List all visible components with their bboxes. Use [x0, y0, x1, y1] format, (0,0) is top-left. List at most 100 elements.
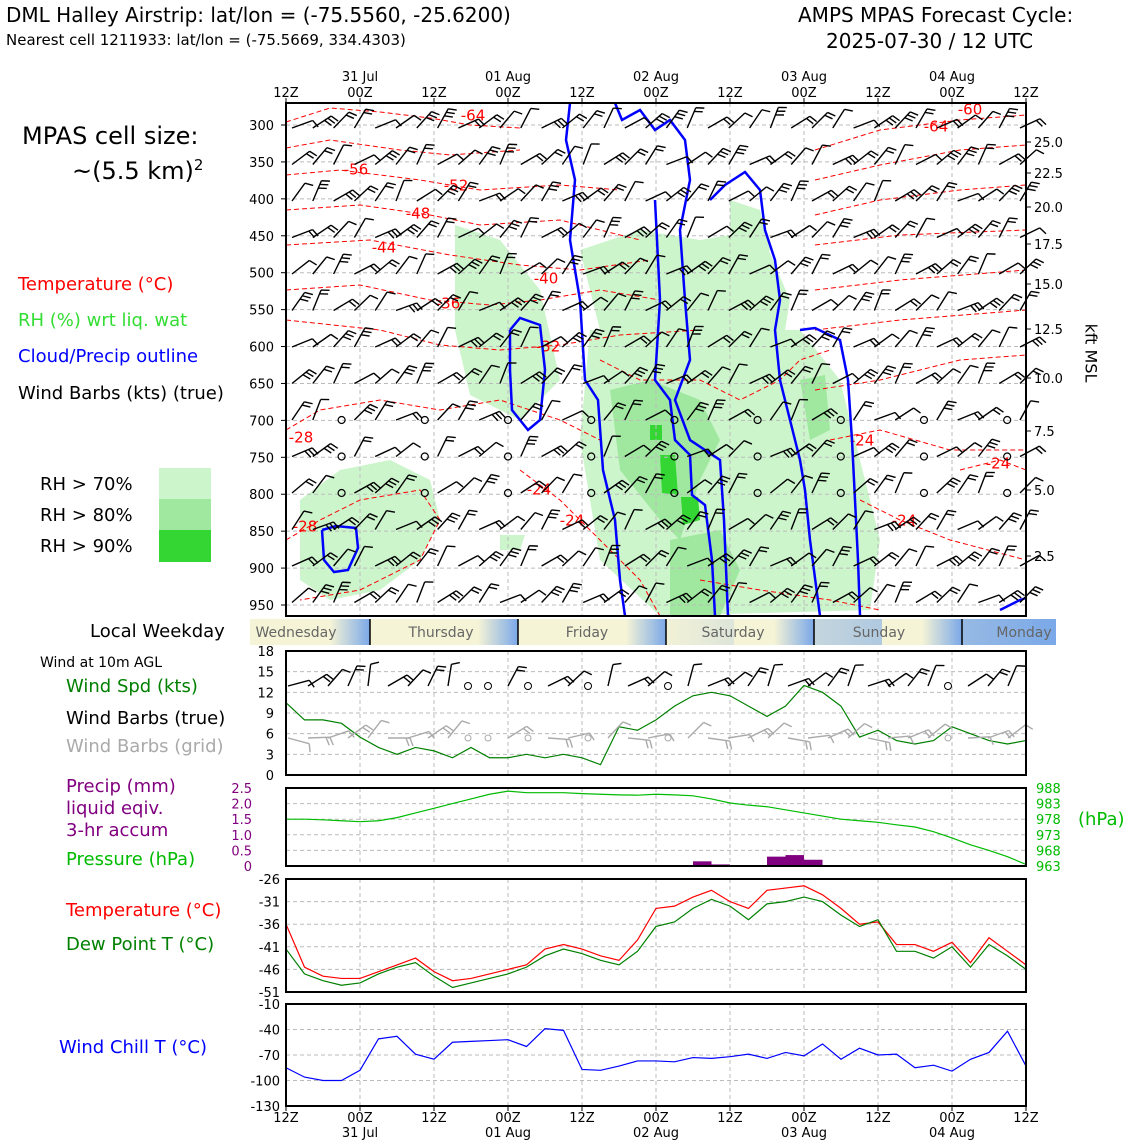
pressure-tick-label: 950	[249, 599, 274, 614]
wind-barb	[770, 338, 792, 348]
wind-barb	[978, 188, 998, 202]
calm-wind-circle	[836, 452, 845, 461]
wind-barb	[499, 515, 518, 531]
wind-barb	[747, 190, 756, 198]
wind-barb-grid	[567, 732, 590, 739]
wind-barb-true	[567, 670, 585, 687]
wind-barb	[992, 409, 1001, 416]
wind-barb	[374, 368, 393, 385]
wind-barb	[913, 407, 921, 414]
wind-barb	[798, 183, 808, 186]
wind-barb	[528, 439, 537, 442]
nearest-cell-subtitle: Nearest cell 1211933: lat/lon = (-75.566…	[6, 31, 406, 49]
wind-barb	[726, 225, 734, 233]
wind-barb	[852, 263, 860, 271]
wind-barb	[621, 370, 630, 377]
temperature-contour-label: -24	[986, 455, 1011, 473]
pressure-tick-label: 978	[1036, 813, 1061, 828]
wind-barb	[747, 299, 756, 307]
wind-barb	[749, 591, 770, 604]
temperature-contour-label: -52	[444, 177, 469, 195]
wind-barb	[743, 440, 753, 445]
wind-barb	[353, 546, 366, 567]
wind-barb-true	[322, 675, 331, 683]
wind-barb	[780, 592, 789, 599]
wind-barb	[820, 257, 829, 260]
wind-barb	[761, 218, 771, 222]
wind-barb	[576, 116, 585, 122]
wind-barb	[436, 327, 449, 348]
precip-tick-label: 0	[244, 860, 252, 875]
wind-barb	[931, 294, 940, 300]
pressure-tick-label: 600	[249, 341, 274, 356]
wind-barb	[603, 293, 619, 311]
wind-barb	[744, 410, 752, 418]
wind-barb	[603, 370, 623, 385]
wind-barb	[780, 513, 789, 518]
wind-barb	[430, 547, 439, 552]
wind-barb-true	[884, 680, 891, 688]
precip-bar	[785, 855, 804, 866]
wind-barb	[508, 225, 518, 230]
wind-barb	[478, 223, 497, 239]
wind-barb	[395, 583, 409, 603]
pressure-tick-label: 968	[1036, 844, 1061, 859]
wind-barb	[343, 144, 353, 147]
wind-barb	[678, 218, 688, 223]
wind-barb	[719, 557, 727, 564]
wind-barb	[520, 326, 531, 348]
wind-barb	[957, 192, 979, 202]
wind-barb	[645, 331, 663, 348]
wind-barb	[595, 328, 605, 333]
wind-barb	[885, 149, 895, 154]
wind-barb-grid	[687, 721, 705, 739]
wind-barb	[969, 474, 979, 478]
wind-barb	[600, 296, 609, 303]
wind-barb	[806, 117, 814, 125]
wind-barb	[989, 223, 999, 228]
wind-barb	[574, 254, 583, 259]
wind-barb	[935, 153, 943, 161]
wind-barb	[363, 111, 373, 115]
pressure-line	[286, 790, 1027, 865]
wind-barb	[778, 189, 788, 193]
wind-barb	[664, 300, 673, 308]
wind-barb-true	[774, 663, 784, 666]
wind-barb	[1035, 447, 1043, 455]
bottom-hour-label: 12Z	[421, 1111, 447, 1126]
wind-barb	[291, 338, 313, 348]
wind-barb	[369, 294, 379, 300]
wind-barb	[765, 156, 773, 165]
temperature-contour	[814, 144, 1027, 181]
wind-barb	[495, 550, 504, 557]
wind-barb	[624, 509, 635, 530]
top-hour-label: 00Z	[791, 86, 817, 101]
wind-barb	[581, 410, 589, 418]
wind-barb	[572, 258, 581, 262]
wind-barb	[394, 555, 402, 563]
wind-barb	[468, 509, 478, 513]
wind-barb	[386, 400, 396, 404]
wind-barb	[656, 473, 665, 476]
wind-barb	[369, 403, 379, 409]
wind-barb	[804, 365, 814, 370]
wind-barb	[780, 295, 790, 299]
wind-barb-true	[999, 671, 1008, 676]
wind-barb	[341, 257, 351, 260]
wind-barb-grid	[381, 719, 390, 724]
temperature-contour-label: -64	[924, 118, 949, 136]
wind-barb	[373, 263, 381, 271]
wind-barb	[726, 334, 734, 342]
wind-barb	[431, 518, 439, 525]
wind-barb	[827, 191, 835, 199]
wind-tick-label: 18	[257, 645, 274, 660]
wind-barb	[677, 191, 686, 198]
wind-barb	[782, 450, 790, 459]
wind-barb	[790, 224, 811, 239]
wind-barb	[333, 548, 349, 567]
wind-barb	[573, 364, 583, 368]
wind-barb	[1017, 371, 1026, 379]
wind-barb-true	[986, 673, 994, 680]
top-hour-label: 00Z	[643, 86, 669, 101]
calm-wind-circle	[670, 488, 679, 498]
